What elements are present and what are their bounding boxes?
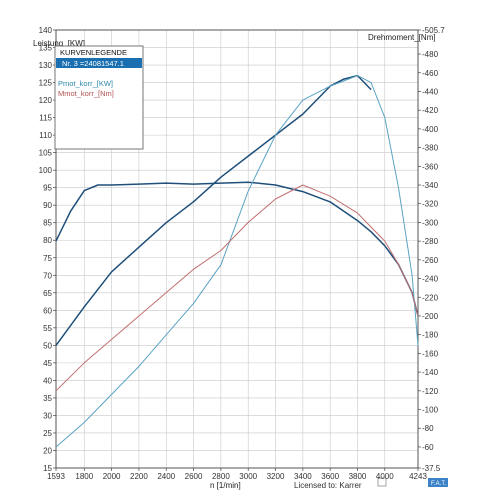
- y-left-tick-label: 100: [39, 166, 53, 175]
- legend: KURVENLEGENDE Nr. 3 =24081547.1 Pmot_kor…: [54, 45, 144, 150]
- y-right-tick-label: -240: [422, 275, 439, 284]
- y-right-tick-label: -100: [422, 406, 439, 415]
- y-left-tick-label: 15: [43, 464, 52, 473]
- x-axis-title: n [1/min]: [210, 481, 241, 490]
- y-left-tick-label: 90: [43, 201, 52, 210]
- y-left-tick-label: 110: [39, 131, 52, 140]
- y-left-tick-label: 55: [43, 324, 52, 333]
- y-left-tick-label: 115: [39, 114, 52, 123]
- footer: Licensed to: Karrer F.A.T.: [294, 477, 448, 490]
- x-tick-label: 2600: [185, 472, 203, 481]
- plot-frame: [55, 29, 419, 469]
- y-right-tick-label: -440: [422, 87, 439, 96]
- y-left-tick-label: 140: [39, 26, 53, 35]
- y-axis-left: 15 20 25 30 35 40 45 50 55 60 65 70 75 80 85 90 95 100 105…: [39, 26, 56, 473]
- y-left-tick-label: 75: [43, 254, 52, 263]
- y-left-tick-label: 130: [39, 61, 53, 70]
- footer-icon: [377, 477, 387, 487]
- x-tick-label: 2800: [212, 472, 230, 481]
- y-right-tick-label: -340: [422, 181, 439, 190]
- y-right-tick-label: -300: [422, 218, 439, 227]
- x-axis: 1593 1800 2000 2200 2400 2600 2800 3000 3200 3400…: [47, 468, 427, 481]
- legend-entry-torque: Mmot_korr_[Nm]: [58, 89, 114, 98]
- y-left-tick-label: 65: [43, 289, 52, 298]
- x-tick-label: 2000: [103, 472, 121, 481]
- brand-badge: [428, 478, 448, 487]
- y-right-tick-label: -200: [422, 312, 439, 321]
- y-right-tick-label: -280: [422, 237, 439, 246]
- x-tick-label: 1800: [75, 472, 93, 481]
- series-line-0: [55, 181, 419, 317]
- legend-selected-row[interactable]: [56, 58, 142, 68]
- legend-title: KURVENLEGENDE: [60, 48, 127, 57]
- y-left-tick-label: 60: [43, 306, 52, 315]
- y-left-tick-label: 135: [39, 44, 53, 53]
- y-right-tick-label: -260: [422, 256, 439, 265]
- license-text: Licensed to: Karrer: [294, 481, 362, 490]
- x-tick-label: 3200: [267, 472, 285, 481]
- y-right-tick-label: -360: [422, 162, 439, 171]
- y-right-tick-label: -460: [422, 69, 439, 78]
- y-right-tick-label: -120: [422, 387, 439, 396]
- y-left-tick-label: 120: [39, 96, 53, 105]
- y-right-tick-label: -180: [422, 331, 439, 340]
- y-right-tick-label: -80: [422, 424, 434, 433]
- y-left-tick-label: 25: [43, 429, 52, 438]
- x-tick-label: 3800: [349, 472, 367, 481]
- y-right-tick-label: -505.7: [422, 26, 445, 35]
- x-tick-label: 3600: [321, 472, 339, 481]
- y-left-tick-label: 80: [43, 236, 52, 245]
- y-right-tick-label: -380: [422, 144, 439, 153]
- plot-border: [55, 29, 419, 469]
- y-right-tick-label: -400: [422, 125, 439, 134]
- y-right-tick-label: -320: [422, 200, 439, 209]
- x-tick-label: 1593: [47, 472, 65, 481]
- y-left-tick-label: 30: [43, 411, 52, 420]
- x-tick-label: 2400: [157, 472, 175, 481]
- y-left-tick-label: 125: [39, 79, 53, 88]
- y-right-tick-label: -420: [422, 106, 439, 115]
- y-right-tick-label: -140: [422, 368, 439, 377]
- y-right-tick-label: -220: [422, 293, 439, 302]
- y-left-tick-label: 95: [43, 184, 52, 193]
- x-tick-label: 3400: [294, 472, 312, 481]
- y-left-tick-label: 50: [43, 341, 52, 350]
- legend-selected-label: Nr. 3 =24081547.1: [62, 59, 124, 68]
- x-tick-label: 2200: [130, 472, 148, 481]
- y-right-tick-label: -60: [422, 443, 434, 452]
- x-tick-label: 4243: [409, 472, 427, 481]
- y-axis-right: -37.5 -60 -80 -100 -120 -140 -160 -180 -200 -220 -…: [418, 26, 445, 473]
- y-left-tick-label: 40: [43, 376, 52, 385]
- series-line-2: [55, 75, 419, 448]
- y-left-title: Leistung_[KW]: [33, 39, 85, 48]
- y-right-tick-label: -480: [422, 50, 439, 59]
- y-left-tick-label: 85: [43, 219, 52, 228]
- x-tick-label: 3000: [239, 472, 257, 481]
- series-layer: [55, 74, 419, 448]
- y-left-tick-label: 105: [39, 149, 53, 158]
- y-left-tick-label: 70: [43, 271, 52, 280]
- y-left-tick-label: 20: [43, 446, 52, 455]
- y-right-title: Drehmoment_[Nm]: [368, 33, 436, 42]
- legend-entry-power: Pmot_korr_[KW]: [58, 79, 113, 88]
- y-right-tick-label: -37.5: [422, 464, 441, 473]
- x-tick-label: 4000: [376, 472, 394, 481]
- y-left-tick-label: 35: [43, 394, 52, 403]
- y-right-tick-label: -160: [422, 349, 439, 358]
- brand-label: F.A.T.: [431, 481, 446, 487]
- series-line-3: [55, 184, 419, 392]
- y-left-tick-label: 45: [43, 359, 52, 368]
- series-line-1: [55, 74, 372, 346]
